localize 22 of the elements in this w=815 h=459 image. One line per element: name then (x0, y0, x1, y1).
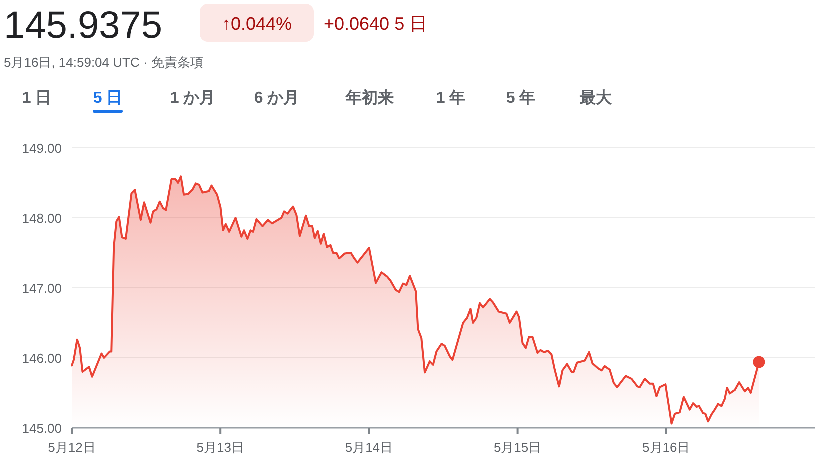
y-tick-label: 149.00 (22, 141, 62, 156)
chart-subtitle: 5月16日, 14:59:04 UTC · 免責条項 (4, 55, 204, 70)
text: 年初来 (345, 89, 394, 107)
y-tick-label: 145.00 (22, 421, 62, 436)
text: 1 か月 (170, 90, 216, 107)
text: ↑0.044% (222, 14, 292, 34)
y-tick-label: 148.00 (22, 211, 62, 226)
text: 1 日 (22, 90, 52, 107)
x-tick-label: 5月12日 (48, 440, 96, 455)
x-tick-label: 5月14日 (345, 440, 394, 455)
text: 1 年 (436, 89, 466, 107)
text: 5 日 (93, 90, 123, 107)
y-tick-label: 146.00 (22, 351, 62, 366)
text: 6 か月 (254, 90, 300, 107)
text: +0.0640 5 日 (324, 14, 428, 34)
text: 最大 (579, 89, 613, 107)
x-tick-label: 5月13日 (196, 440, 244, 455)
x-tick-label: 5月15日 (494, 440, 542, 455)
chart-title: 145.9375 (4, 5, 162, 47)
x-tick-label: 5月16日 (642, 440, 690, 455)
y-tick-label: 147.00 (22, 281, 62, 296)
text: 5 年 (506, 89, 536, 107)
